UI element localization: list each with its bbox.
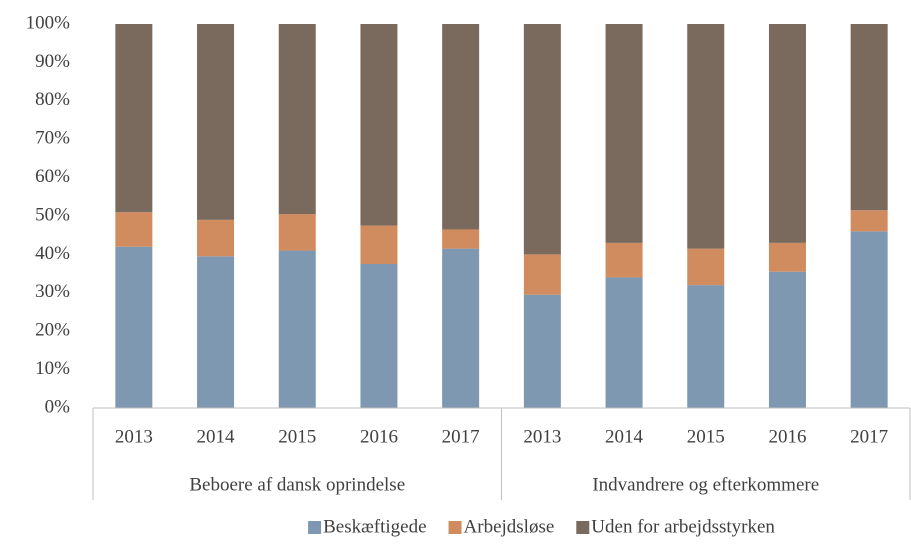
y-tick-label: 60% [35,166,70,187]
bar-segment [442,24,480,230]
x-tick-label: 2017 [850,426,888,447]
y-tick-label: 20% [35,320,70,341]
legend-swatch [308,521,322,534]
y-tick-label: 10% [35,358,70,379]
x-tick-label: 2013 [523,426,561,447]
bar-segment [687,285,725,408]
bar-segment [115,212,153,247]
legend-swatch [576,521,590,534]
x-tick-label: 2013 [115,426,153,447]
legend-label: Arbejdsløse [464,516,555,537]
bar-segment [278,214,316,251]
bar-segment [850,210,888,232]
bar-segment [197,256,235,408]
x-tick-label: 2015 [687,426,725,447]
bar-segment [523,294,561,408]
bar-segment [523,24,561,255]
bar-segment [605,277,643,408]
legend-label: Uden for arbejdsstyrken [591,516,775,537]
bar-segment [687,24,725,249]
group-label: Indvandrere og efterkommere [592,474,819,495]
y-tick-label: 30% [35,281,70,302]
bar-segment [360,225,398,264]
y-tick-label: 90% [35,51,70,72]
x-tick-label: 2015 [278,426,316,447]
bar-segment [115,24,153,213]
bar-segment [197,24,235,220]
x-tick-label: 2016 [360,426,398,447]
x-tick-label: 2014 [197,426,236,447]
group-label: Beboere af dansk oprindelse [189,474,405,495]
x-tick-label: 2016 [768,426,806,447]
bar-segment [278,250,316,408]
y-tick-label: 50% [35,204,70,225]
bar-segment [605,24,643,243]
bar-segment [442,229,480,249]
x-tick-label: 2017 [442,426,480,447]
legend-swatch [448,521,462,534]
x-tick-label: 2014 [605,426,644,447]
bar-segment [360,24,398,226]
bar-segment [850,24,888,211]
bar-segment [687,248,725,286]
bar-segment [768,271,806,408]
y-tick-label: 70% [35,128,70,149]
bar-segment [768,24,806,243]
bar-segment [442,248,480,408]
y-tick-label: 0% [45,396,71,417]
bar-segment [278,24,316,215]
bar-segment [523,254,561,295]
bar-segment [360,264,398,408]
bar-segment [605,242,643,278]
y-tick-label: 80% [35,89,70,110]
y-tick-label: 100% [26,12,71,33]
bar-segment [197,219,235,257]
bar-segment [768,242,806,272]
bar-segment [115,246,153,408]
y-tick-label: 40% [35,243,70,264]
bar-segment [850,231,888,408]
legend-label: Beskæftigede [323,516,426,537]
